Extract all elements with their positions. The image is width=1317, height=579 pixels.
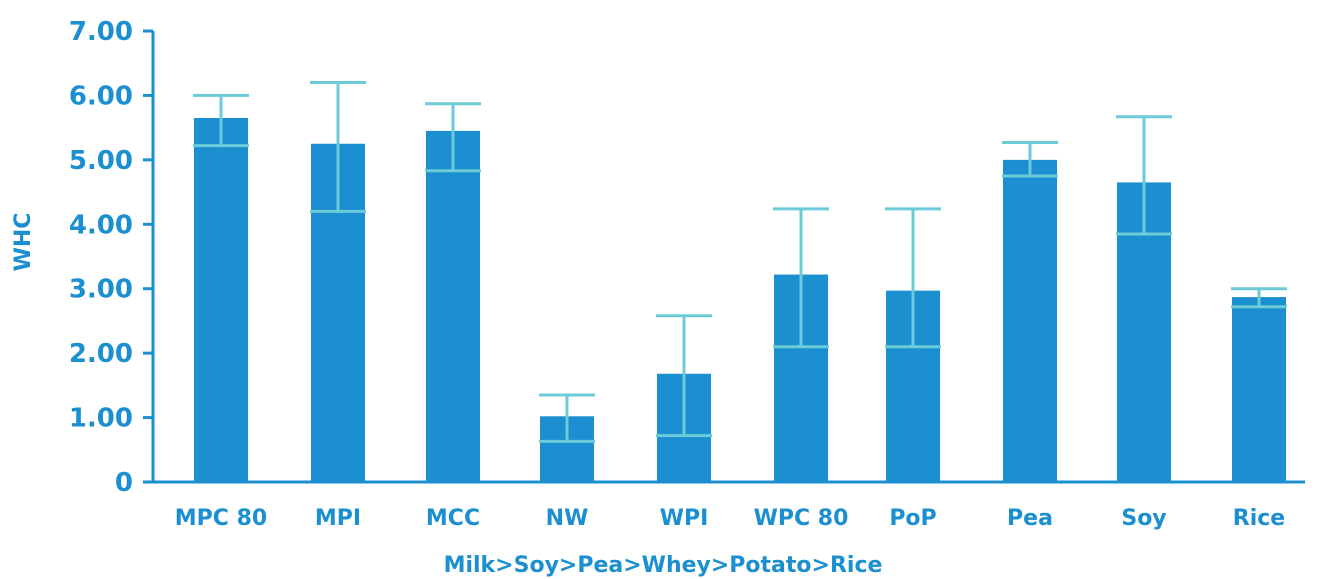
bar bbox=[1003, 159, 1057, 482]
x-category-label: WPI bbox=[660, 506, 709, 531]
y-axis-title: WHC bbox=[11, 213, 36, 272]
y-tick-label: 7.00 bbox=[69, 17, 133, 47]
error-bars-group bbox=[193, 81, 1287, 443]
x-axis-title: Milk>Soy>Pea>Whey>Potato>Rice bbox=[444, 553, 883, 578]
y-tick-label: 0 bbox=[115, 468, 133, 498]
x-category-label: Rice bbox=[1233, 506, 1285, 531]
x-category-label: Pea bbox=[1007, 506, 1053, 531]
x-category-label: MPC 80 bbox=[175, 506, 267, 531]
y-ticks-group: 0 1.00 2.00 3.00 4.00 5.00 6.00 7.00 bbox=[69, 17, 153, 498]
x-category-label: MCC bbox=[426, 506, 480, 531]
bar bbox=[426, 130, 480, 482]
y-tick-label: 2.00 bbox=[69, 339, 133, 369]
y-tick-label: 3.00 bbox=[69, 275, 133, 305]
y-tick-label: 1.00 bbox=[69, 404, 133, 434]
bar bbox=[194, 117, 248, 482]
x-category-label: PoP bbox=[889, 506, 936, 531]
x-category-label: Soy bbox=[1121, 506, 1166, 531]
x-category-label: WPC 80 bbox=[754, 506, 849, 531]
y-tick-label: 5.00 bbox=[69, 146, 133, 176]
bar bbox=[1232, 297, 1286, 482]
x-category-label: NW bbox=[546, 506, 589, 531]
y-tick-label: 4.00 bbox=[69, 210, 133, 240]
x-category-label: MPI bbox=[315, 506, 361, 531]
bars-group bbox=[194, 117, 1286, 482]
y-tick-label: 6.00 bbox=[69, 81, 133, 111]
x-labels-group: MPC 80 MPI MCC NW WPI WPC 80 PoP Pea Soy Rice bbox=[175, 506, 1285, 531]
